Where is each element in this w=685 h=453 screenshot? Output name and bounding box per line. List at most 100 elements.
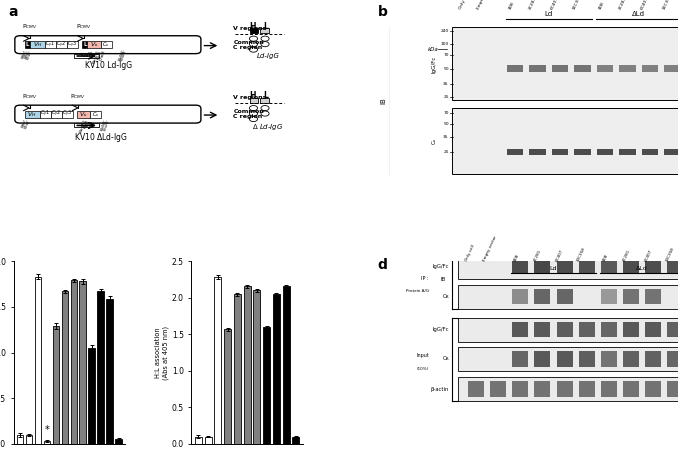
Text: KV10 Ld-IgG: KV10 Ld-IgG [86,61,133,70]
Bar [40,111,51,118]
Bar [250,28,258,34]
Text: Common: Common [234,40,264,45]
Text: IgG/Fc: IgG/Fc [433,327,449,332]
Bar [579,381,595,397]
Text: L: L [263,22,268,31]
Ellipse shape [261,42,269,47]
Bar [51,111,62,118]
Text: β-actin: β-actin [431,386,449,392]
Text: EcoRI: EcoRI [121,50,128,62]
Bar [25,41,30,48]
Bar [292,437,299,444]
Bar [282,286,290,444]
Text: 2C281: 2C281 [618,0,627,10]
Text: P$_{\mathit{CMV}}$: P$_{\mathit{CMV}}$ [71,92,86,101]
Text: DraIII: DraIII [99,50,106,62]
Bar [214,277,221,444]
Bar [458,285,684,309]
Text: P$_{\mathit{CMV}}$: P$_{\mathit{CMV}}$ [22,22,38,31]
Bar [260,98,269,103]
Text: Ld: Ld [545,11,553,17]
Text: 50: 50 [443,67,449,72]
Text: Kan$^R$: Kan$^R$ [80,51,93,61]
Bar [619,65,636,72]
Text: $C_\kappa$: $C_\kappa$ [92,110,99,119]
Text: $C_{\gamma}2$: $C_{\gamma}2$ [51,109,61,119]
Bar [601,259,616,275]
Bar [224,329,231,444]
Text: IB: IB [440,277,446,283]
Bar [574,65,590,72]
Text: $C_{\gamma}1$: $C_{\gamma}1$ [40,109,50,119]
Bar [53,326,59,444]
Text: Ld-IgG: Ld-IgG [256,53,279,59]
Bar [205,437,212,444]
Text: IB: IB [380,97,386,104]
Bar [512,351,528,366]
Y-axis label: H:L association
(Abs at 405 nm): H:L association (Abs at 405 nm) [155,326,169,380]
Bar [579,259,595,275]
Bar [551,65,569,72]
Text: 3D8: 3D8 [513,253,520,262]
Text: Protein A/G: Protein A/G [406,289,429,293]
Text: BamHI: BamHI [79,119,88,133]
Bar [101,41,112,48]
Bar [62,291,68,444]
Text: 3D8: 3D8 [597,0,605,10]
Bar [645,351,661,366]
Text: (10%): (10%) [416,366,429,371]
Bar [601,381,616,397]
Bar [71,280,77,444]
Bar [667,351,683,366]
Text: $V_H$: $V_H$ [27,110,37,119]
Text: $C_\kappa$: $C_\kappa$ [103,40,110,49]
Text: MfeI: MfeI [21,50,28,59]
Bar [458,347,684,371]
Text: C region: C region [234,44,262,49]
Bar [623,351,639,366]
Bar [556,351,573,366]
Bar [667,259,683,275]
Text: ΔLd: ΔLd [632,11,645,17]
Text: MfeI: MfeI [21,119,28,129]
Text: $C_{\gamma}2$: $C_{\gamma}2$ [56,39,66,50]
Bar [30,41,45,48]
Text: Empty vector: Empty vector [477,0,493,10]
Text: 2C281: 2C281 [622,248,631,262]
Bar [458,377,684,401]
Bar [507,65,523,72]
Text: $C_{\gamma}1$: $C_{\gamma}1$ [45,39,55,50]
Text: BsiWI: BsiWI [100,119,108,131]
Text: BglII: BglII [83,119,90,129]
Bar [534,259,550,275]
Bar [556,259,573,275]
Bar [556,381,573,397]
Bar [623,289,639,304]
Bar [645,322,661,337]
Text: KV10 $\Delta$Ld-IgG: KV10 $\Delta$Ld-IgG [73,130,127,144]
Ellipse shape [261,106,269,111]
Text: 35: 35 [443,135,449,139]
Bar [195,437,202,444]
Text: 25: 25 [443,95,449,99]
Bar [62,111,73,118]
Bar [82,41,88,48]
Bar [512,322,528,337]
Text: 6C407: 6C407 [556,248,564,262]
Bar [556,289,573,304]
Text: $\Delta$ Ld-IgG: $\Delta$ Ld-IgG [252,122,284,132]
Ellipse shape [249,116,258,121]
Bar [88,41,101,48]
FancyBboxPatch shape [15,105,201,123]
Text: $V_\kappa$: $V_\kappa$ [90,40,99,49]
Bar [75,54,99,58]
Bar [512,381,528,397]
Text: 25: 25 [443,149,449,154]
Text: 70: 70 [443,111,449,115]
Text: 6C407: 6C407 [640,0,650,10]
Bar [601,289,616,304]
Bar [451,108,682,173]
Text: ΔLd: ΔLd [636,266,648,271]
Ellipse shape [261,111,269,116]
Text: $V_H$: $V_H$ [33,40,42,49]
